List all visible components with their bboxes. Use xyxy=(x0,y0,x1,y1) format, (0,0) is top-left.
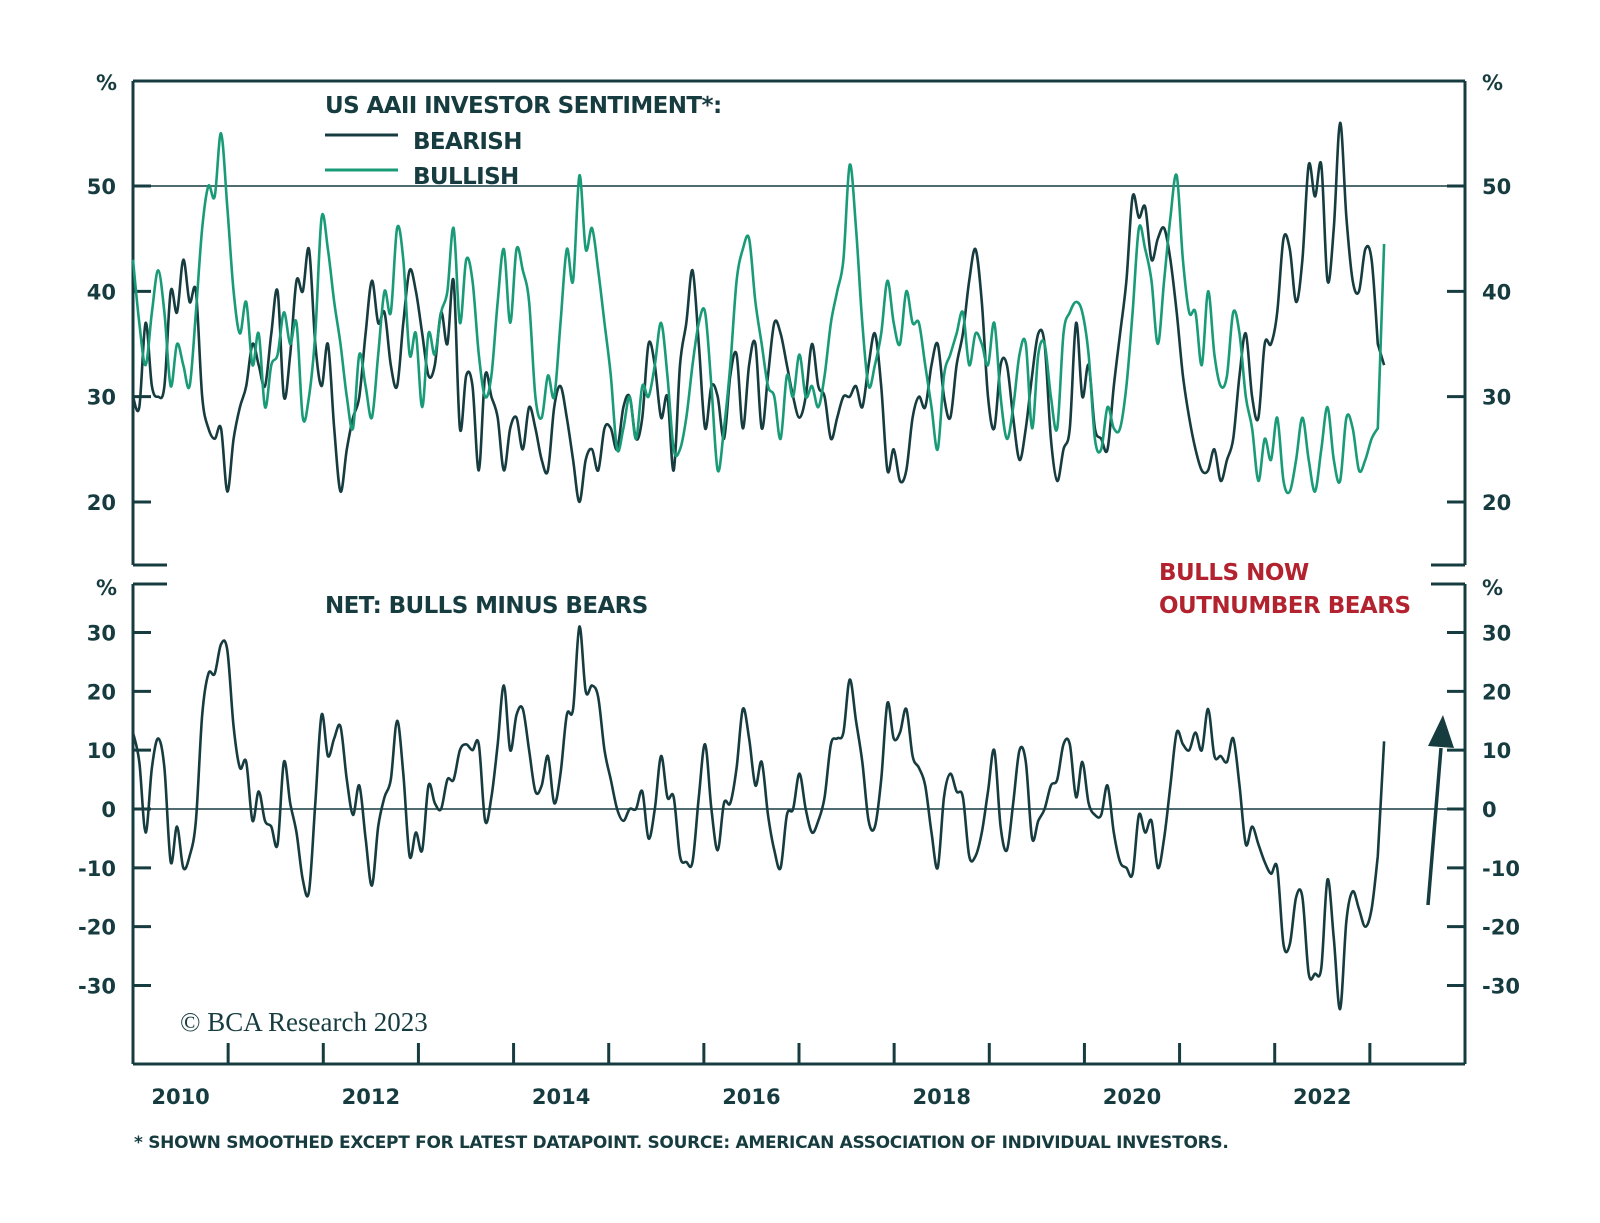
annotation-line-2: OUTNUMBER BEARS xyxy=(1159,593,1411,619)
y-tick-label-right: 0 xyxy=(1482,798,1497,822)
y-tick-label-left: 40 xyxy=(87,280,116,304)
y-tick-label-left: 20 xyxy=(87,680,116,704)
legend-label-bullish: BULLISH xyxy=(413,164,519,190)
bottom-right-percent-label: % xyxy=(1482,576,1503,600)
bearish-series-line xyxy=(131,121,1386,504)
y-tick-label-right: 40 xyxy=(1482,280,1511,304)
y-tick-label-right: 10 xyxy=(1482,739,1511,763)
y-tick-label-right: 20 xyxy=(1482,491,1511,515)
y-tick-label-right: -10 xyxy=(1482,857,1520,881)
top-panel: 20 20 30 30 40 40 50 50 % % US AAII INVESTOR SE… xyxy=(87,71,1511,567)
bottom-chart-title: NET: BULLS MINUS BEARS xyxy=(325,593,648,619)
annotation-line-1: BULLS NOW xyxy=(1159,560,1309,586)
y-tick-label-left: 20 xyxy=(87,491,116,515)
up-arrow-icon xyxy=(1426,715,1454,906)
legend-label-bearish: BEARISH xyxy=(413,129,522,155)
y-tick-label-right: 50 xyxy=(1482,175,1511,199)
x-tick-label: 2012 xyxy=(342,1085,400,1109)
y-tick-label-left: 50 xyxy=(87,175,116,199)
y-tick-label-right: 30 xyxy=(1482,622,1511,646)
footnote: * SHOWN SMOOTHED EXCEPT FOR LATEST DATAP… xyxy=(134,1133,1229,1153)
y-tick-label-right: 20 xyxy=(1482,680,1511,704)
y-tick-label-right: 30 xyxy=(1482,386,1511,410)
top-right-percent-label: % xyxy=(1482,71,1503,95)
y-tick-label-left: 0 xyxy=(101,798,116,822)
y-tick-label-left: 30 xyxy=(87,622,116,646)
y-tick-label-left: 10 xyxy=(87,739,116,763)
y-tick-label-right: -30 xyxy=(1482,975,1520,999)
top-left-percent-label: % xyxy=(96,71,117,95)
y-tick-label-left: -10 xyxy=(78,857,116,881)
copyright: © BCA Research 2023 xyxy=(180,1007,428,1037)
bottom-left-percent-label: % xyxy=(96,576,117,600)
net-series-line xyxy=(131,625,1386,1011)
bullish-series-line xyxy=(131,131,1386,495)
y-tick-label-right: -20 xyxy=(1482,916,1520,940)
x-tick-label: 2014 xyxy=(532,1085,590,1109)
x-tick-label: 2016 xyxy=(722,1085,780,1109)
y-tick-label-left: 30 xyxy=(87,386,116,410)
x-tick-label: 2010 xyxy=(151,1085,209,1109)
x-tick-label: 2020 xyxy=(1103,1085,1161,1109)
x-tick-label: 2018 xyxy=(912,1085,970,1109)
top-chart-title: US AAII INVESTOR SENTIMENT*: xyxy=(325,93,722,119)
y-tick-label-left: -30 xyxy=(78,975,116,999)
x-tick-label: 2022 xyxy=(1293,1085,1351,1109)
y-tick-label-left: -20 xyxy=(78,916,116,940)
